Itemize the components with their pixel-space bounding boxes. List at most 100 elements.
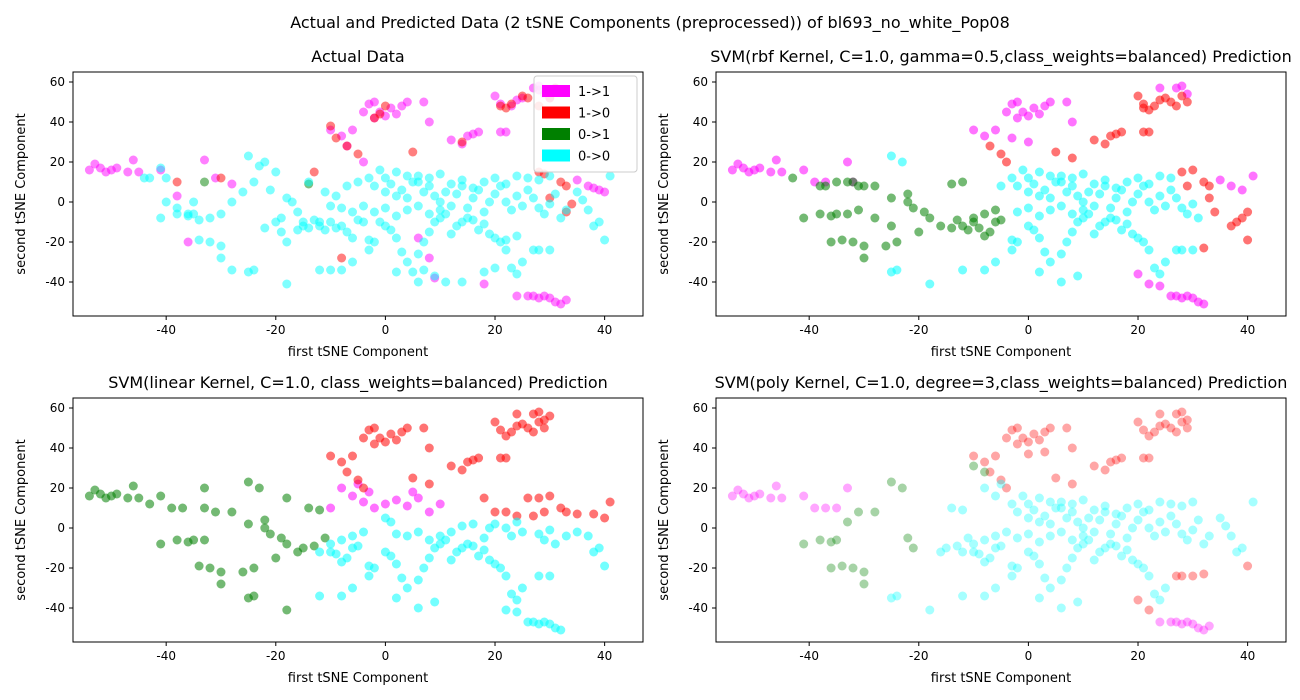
data-point xyxy=(1067,227,1077,237)
data-point xyxy=(326,539,336,549)
data-point xyxy=(534,175,544,185)
x-tick-label: -20 xyxy=(909,649,929,663)
data-point xyxy=(1144,127,1154,137)
data-point xyxy=(821,503,831,513)
data-point xyxy=(337,483,347,493)
y-tick-label: 40 xyxy=(693,441,708,455)
data-point xyxy=(815,181,825,191)
data-point xyxy=(1073,271,1083,281)
data-point xyxy=(216,253,226,263)
data-point xyxy=(397,247,407,257)
data-point xyxy=(1062,237,1072,247)
data-point xyxy=(386,179,396,189)
data-point xyxy=(353,475,363,485)
data-point xyxy=(457,137,467,147)
data-point xyxy=(413,575,423,585)
data-point xyxy=(326,217,336,227)
data-point xyxy=(1067,181,1077,191)
data-point xyxy=(1018,165,1028,175)
data-point xyxy=(1023,137,1033,147)
data-point xyxy=(980,483,990,493)
data-point xyxy=(391,109,401,119)
data-point xyxy=(402,501,412,511)
x-tick-label: 40 xyxy=(1240,649,1255,663)
data-point xyxy=(897,483,907,493)
data-point xyxy=(271,553,281,563)
data-point xyxy=(1056,201,1066,211)
data-point xyxy=(342,467,352,477)
data-point xyxy=(600,561,610,571)
data-point xyxy=(331,191,341,201)
data-point xyxy=(468,519,478,529)
data-point xyxy=(1122,533,1132,543)
data-point xyxy=(353,541,363,551)
data-point xyxy=(1100,543,1110,553)
data-point xyxy=(1100,507,1110,517)
data-point xyxy=(1171,409,1181,419)
data-point xyxy=(435,169,445,179)
data-point xyxy=(897,157,907,167)
data-point xyxy=(991,531,1000,541)
data-point xyxy=(359,433,368,443)
data-point xyxy=(1221,521,1231,531)
data-point xyxy=(485,197,494,207)
x-tick-label: -20 xyxy=(909,323,929,337)
data-point xyxy=(1023,437,1033,447)
data-point xyxy=(517,201,527,211)
x-axis-label: first tSNE Component xyxy=(288,671,428,686)
data-point xyxy=(112,163,122,173)
data-point xyxy=(479,279,489,289)
data-point xyxy=(1067,153,1077,163)
data-point xyxy=(1007,571,1017,581)
y-axis-label: second tSNE Component xyxy=(14,439,29,600)
data-point xyxy=(1089,229,1099,239)
y-tick-label: -20 xyxy=(688,235,708,249)
data-point xyxy=(1133,559,1143,569)
data-point xyxy=(1106,203,1116,213)
data-point xyxy=(1056,249,1066,259)
data-point xyxy=(1045,257,1055,267)
data-point xyxy=(832,535,842,545)
data-point xyxy=(402,257,412,267)
data-point xyxy=(815,209,825,219)
y-tick-label: 0 xyxy=(700,521,708,535)
data-point xyxy=(1133,91,1143,101)
data-point xyxy=(315,265,325,275)
x-tick-label: 40 xyxy=(1240,323,1255,337)
panel-title: SVM(poly Kernel, C=1.0, degree=3,class_w… xyxy=(715,373,1288,393)
data-point xyxy=(337,457,347,467)
data-point xyxy=(1171,427,1181,437)
data-point xyxy=(348,207,357,217)
data-point xyxy=(958,505,968,515)
data-point xyxy=(430,597,440,607)
data-point xyxy=(1034,267,1044,277)
data-point xyxy=(1078,531,1088,541)
data-point xyxy=(903,189,913,199)
data-point xyxy=(969,547,979,557)
data-point xyxy=(749,491,759,501)
data-point xyxy=(1226,221,1236,231)
data-point xyxy=(958,591,968,601)
data-point xyxy=(886,151,896,161)
data-point xyxy=(1034,191,1044,201)
data-point xyxy=(1166,511,1176,521)
data-point xyxy=(1067,173,1077,183)
data-point xyxy=(969,451,979,461)
data-point xyxy=(528,511,538,521)
x-tick-label: -40 xyxy=(799,649,819,663)
data-point xyxy=(359,497,368,507)
y-axis-label: second tSNE Component xyxy=(657,113,672,274)
data-point xyxy=(391,559,401,569)
data-point xyxy=(1171,101,1181,111)
data-point xyxy=(369,237,379,247)
data-point xyxy=(788,173,798,183)
data-point xyxy=(1182,415,1192,425)
data-point xyxy=(205,213,215,223)
data-point xyxy=(408,267,418,277)
y-tick-label: 40 xyxy=(693,115,708,129)
series-0-to-1 xyxy=(788,173,1006,263)
y-tick-label: 20 xyxy=(693,481,708,495)
data-point xyxy=(974,549,984,559)
data-point xyxy=(1139,563,1148,573)
